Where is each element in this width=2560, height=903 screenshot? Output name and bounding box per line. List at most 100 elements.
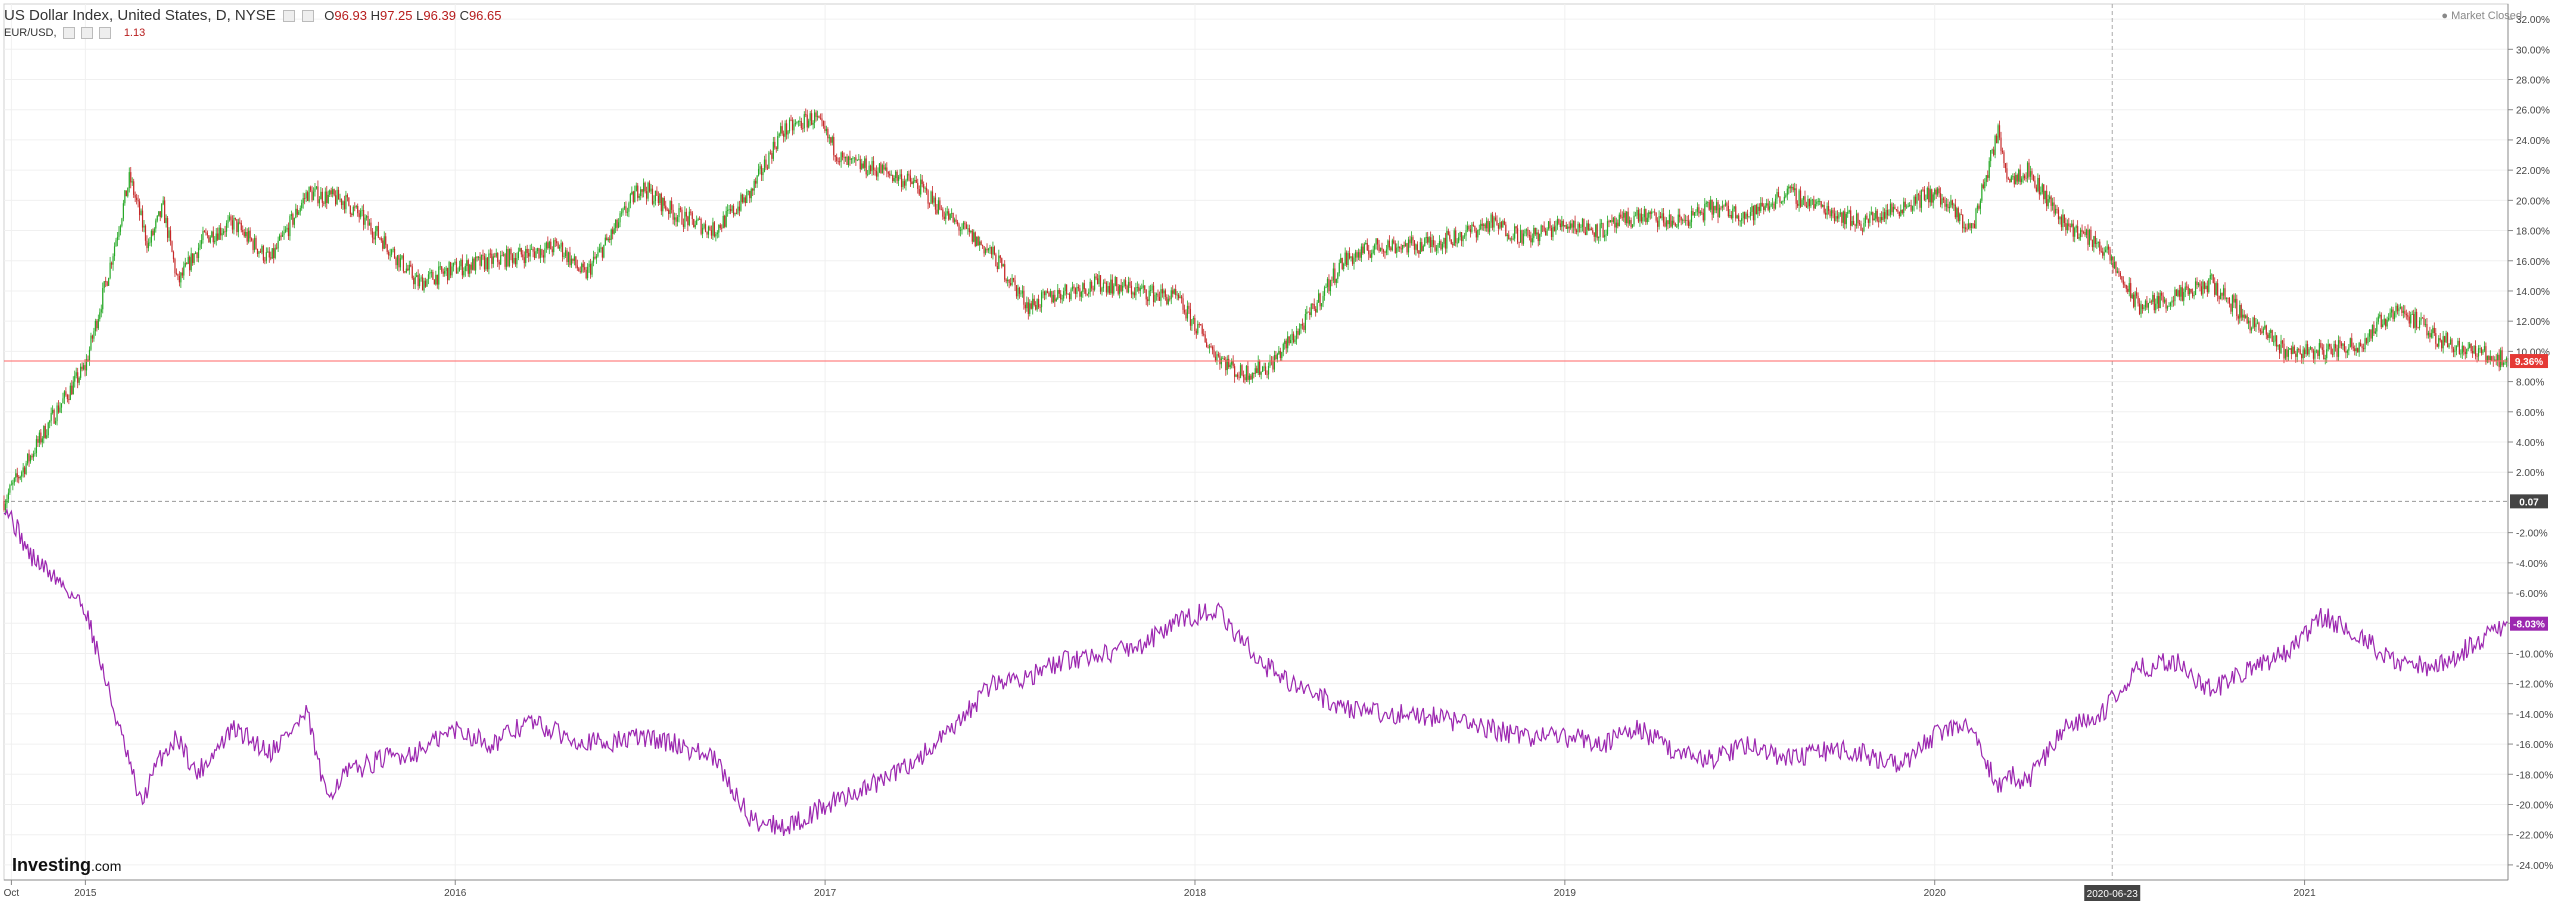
candle-body	[1368, 250, 1370, 255]
candle-body	[553, 240, 555, 253]
candle-body	[1533, 227, 1535, 239]
compare-eye-icon[interactable]	[80, 27, 93, 40]
candle-body	[2491, 356, 2493, 361]
candle-body	[965, 224, 967, 229]
candle-body	[323, 202, 325, 204]
candle-body	[1512, 238, 1514, 240]
candle-body	[1782, 200, 1784, 203]
candle-body	[131, 181, 133, 183]
candle-body	[118, 231, 120, 237]
candle-body	[395, 257, 397, 266]
candle-body	[943, 216, 945, 219]
candle-body	[1425, 236, 1427, 239]
candle-body	[1881, 217, 1883, 221]
candle-body	[1007, 279, 1009, 282]
candle-body	[1794, 188, 1796, 191]
candle-body	[189, 257, 191, 271]
candle-body	[1285, 340, 1287, 349]
candle-body	[1994, 135, 1996, 155]
candle-body	[1798, 190, 1800, 206]
candle-body	[320, 191, 322, 200]
candle-body	[815, 112, 817, 118]
candle-body	[469, 264, 471, 274]
candle-body	[1141, 287, 1143, 289]
candle-body	[1228, 358, 1230, 368]
candle-body	[262, 246, 264, 261]
candle-body	[43, 425, 45, 439]
candle-body	[578, 268, 580, 272]
candle-body	[1631, 224, 1634, 228]
compare-close-icon[interactable]	[98, 27, 111, 40]
candle-body	[66, 395, 68, 400]
candle-body	[1430, 237, 1432, 247]
candle-body	[1499, 222, 1501, 229]
candle-body	[2477, 348, 2480, 357]
y-tick-label: 12.00%	[2516, 317, 2550, 328]
candle-body	[1634, 215, 1637, 217]
candle-body	[103, 281, 105, 289]
candle-body	[1094, 276, 1096, 290]
compare-label[interactable]: EUR/USD,	[4, 27, 57, 39]
compare-settings-icon[interactable]	[62, 27, 75, 40]
candle-body	[374, 231, 376, 240]
candle-body	[2217, 283, 2219, 296]
candle-body	[1910, 204, 1912, 211]
candle-body	[74, 375, 76, 382]
candle-body	[1702, 212, 1704, 221]
candle-body	[2243, 314, 2245, 318]
symbol-title[interactable]: US Dollar Index, United States, D, NYSE	[4, 7, 276, 24]
axis-markers: 9.36%0.07-8.03%2020-06-23	[2084, 354, 2548, 901]
candle-body	[2253, 317, 2256, 328]
candle-body	[2021, 178, 2023, 183]
candle-body	[367, 215, 369, 226]
candle-body	[2060, 216, 2063, 228]
candle-body	[417, 275, 419, 287]
candle-body	[2206, 285, 2208, 293]
candle-body	[2043, 184, 2045, 200]
candle-body	[2138, 303, 2141, 314]
candle-body	[2332, 353, 2334, 355]
candle-body	[712, 222, 714, 236]
settings-icon[interactable]	[282, 10, 295, 23]
candle-body	[53, 409, 55, 424]
candle-body	[1188, 305, 1190, 309]
candle-body	[984, 248, 987, 254]
close-series-icon[interactable]	[302, 10, 315, 23]
candle-body	[1098, 275, 1100, 284]
candle-body	[903, 181, 906, 186]
candle-body	[581, 263, 583, 272]
candle-body	[746, 191, 748, 204]
candle-body	[2445, 333, 2447, 343]
candle-body	[115, 240, 117, 247]
candle-body	[1491, 214, 1494, 228]
candle-body	[1029, 303, 1031, 314]
candle-body	[10, 484, 12, 486]
candle-body	[1466, 225, 1469, 231]
x-axis[interactable]: Oct 2015 2016 2017 2018 2019 2020 2021	[4, 879, 2508, 899]
candle-body	[709, 226, 711, 231]
candle-body	[2398, 308, 2400, 312]
candle-body	[1415, 244, 1417, 250]
candle-body	[1404, 243, 1407, 247]
candle-body	[100, 309, 102, 313]
candle-body	[2455, 345, 2458, 351]
candle-body	[687, 216, 689, 226]
candle-body	[802, 128, 804, 129]
candle-body	[38, 432, 40, 443]
candle-body	[399, 258, 402, 268]
candle-body	[2388, 318, 2390, 320]
candle-body	[1763, 206, 1765, 211]
candle-body	[1198, 323, 1200, 325]
candle-body	[1447, 230, 1449, 235]
candle-body	[1855, 213, 1858, 226]
candle-body	[833, 136, 835, 156]
candle-body	[2127, 288, 2129, 292]
candle-body	[1163, 290, 1165, 294]
candle-body	[1133, 292, 1136, 296]
candle-body	[2227, 297, 2229, 299]
candle-body	[2357, 348, 2359, 353]
y-axis[interactable]: 32.00%30.00%28.00%26.00%24.00%22.00%20.0…	[2507, 4, 2553, 880]
candle-body	[2318, 343, 2320, 357]
candle-body	[1496, 219, 1498, 226]
